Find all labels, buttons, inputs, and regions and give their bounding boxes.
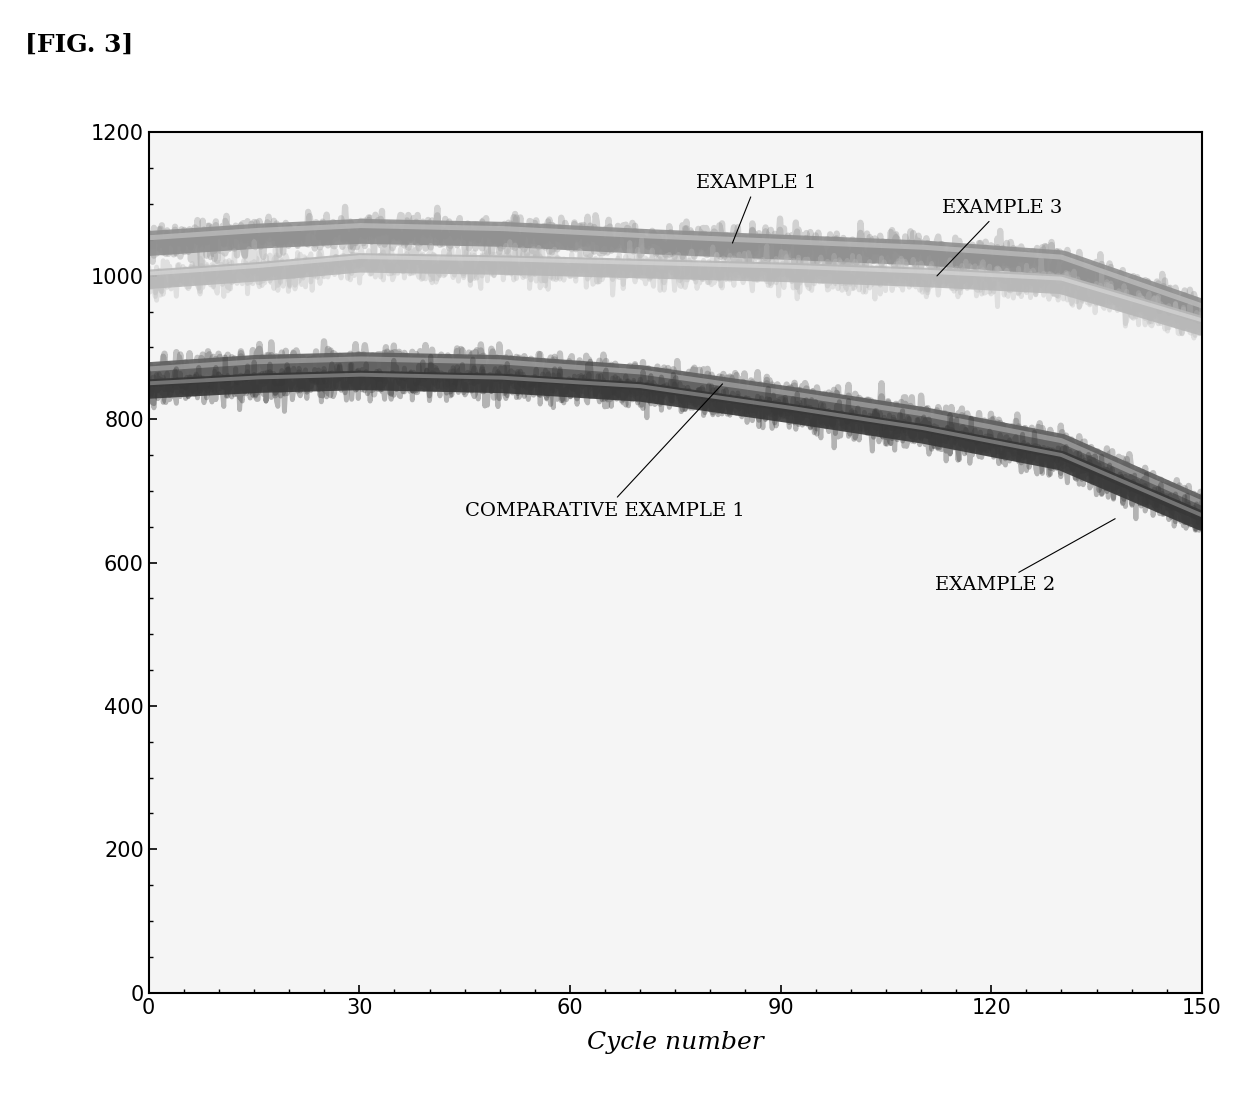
X-axis label: Cycle number: Cycle number <box>587 1031 763 1054</box>
Text: EXAMPLE 3: EXAMPLE 3 <box>937 199 1062 276</box>
Text: EXAMPLE 2: EXAMPLE 2 <box>935 518 1115 595</box>
Text: [FIG. 3]: [FIG. 3] <box>25 33 133 57</box>
Text: EXAMPLE 1: EXAMPLE 1 <box>696 173 817 243</box>
Text: COMPARATIVE EXAMPLE 1: COMPARATIVE EXAMPLE 1 <box>465 384 745 520</box>
